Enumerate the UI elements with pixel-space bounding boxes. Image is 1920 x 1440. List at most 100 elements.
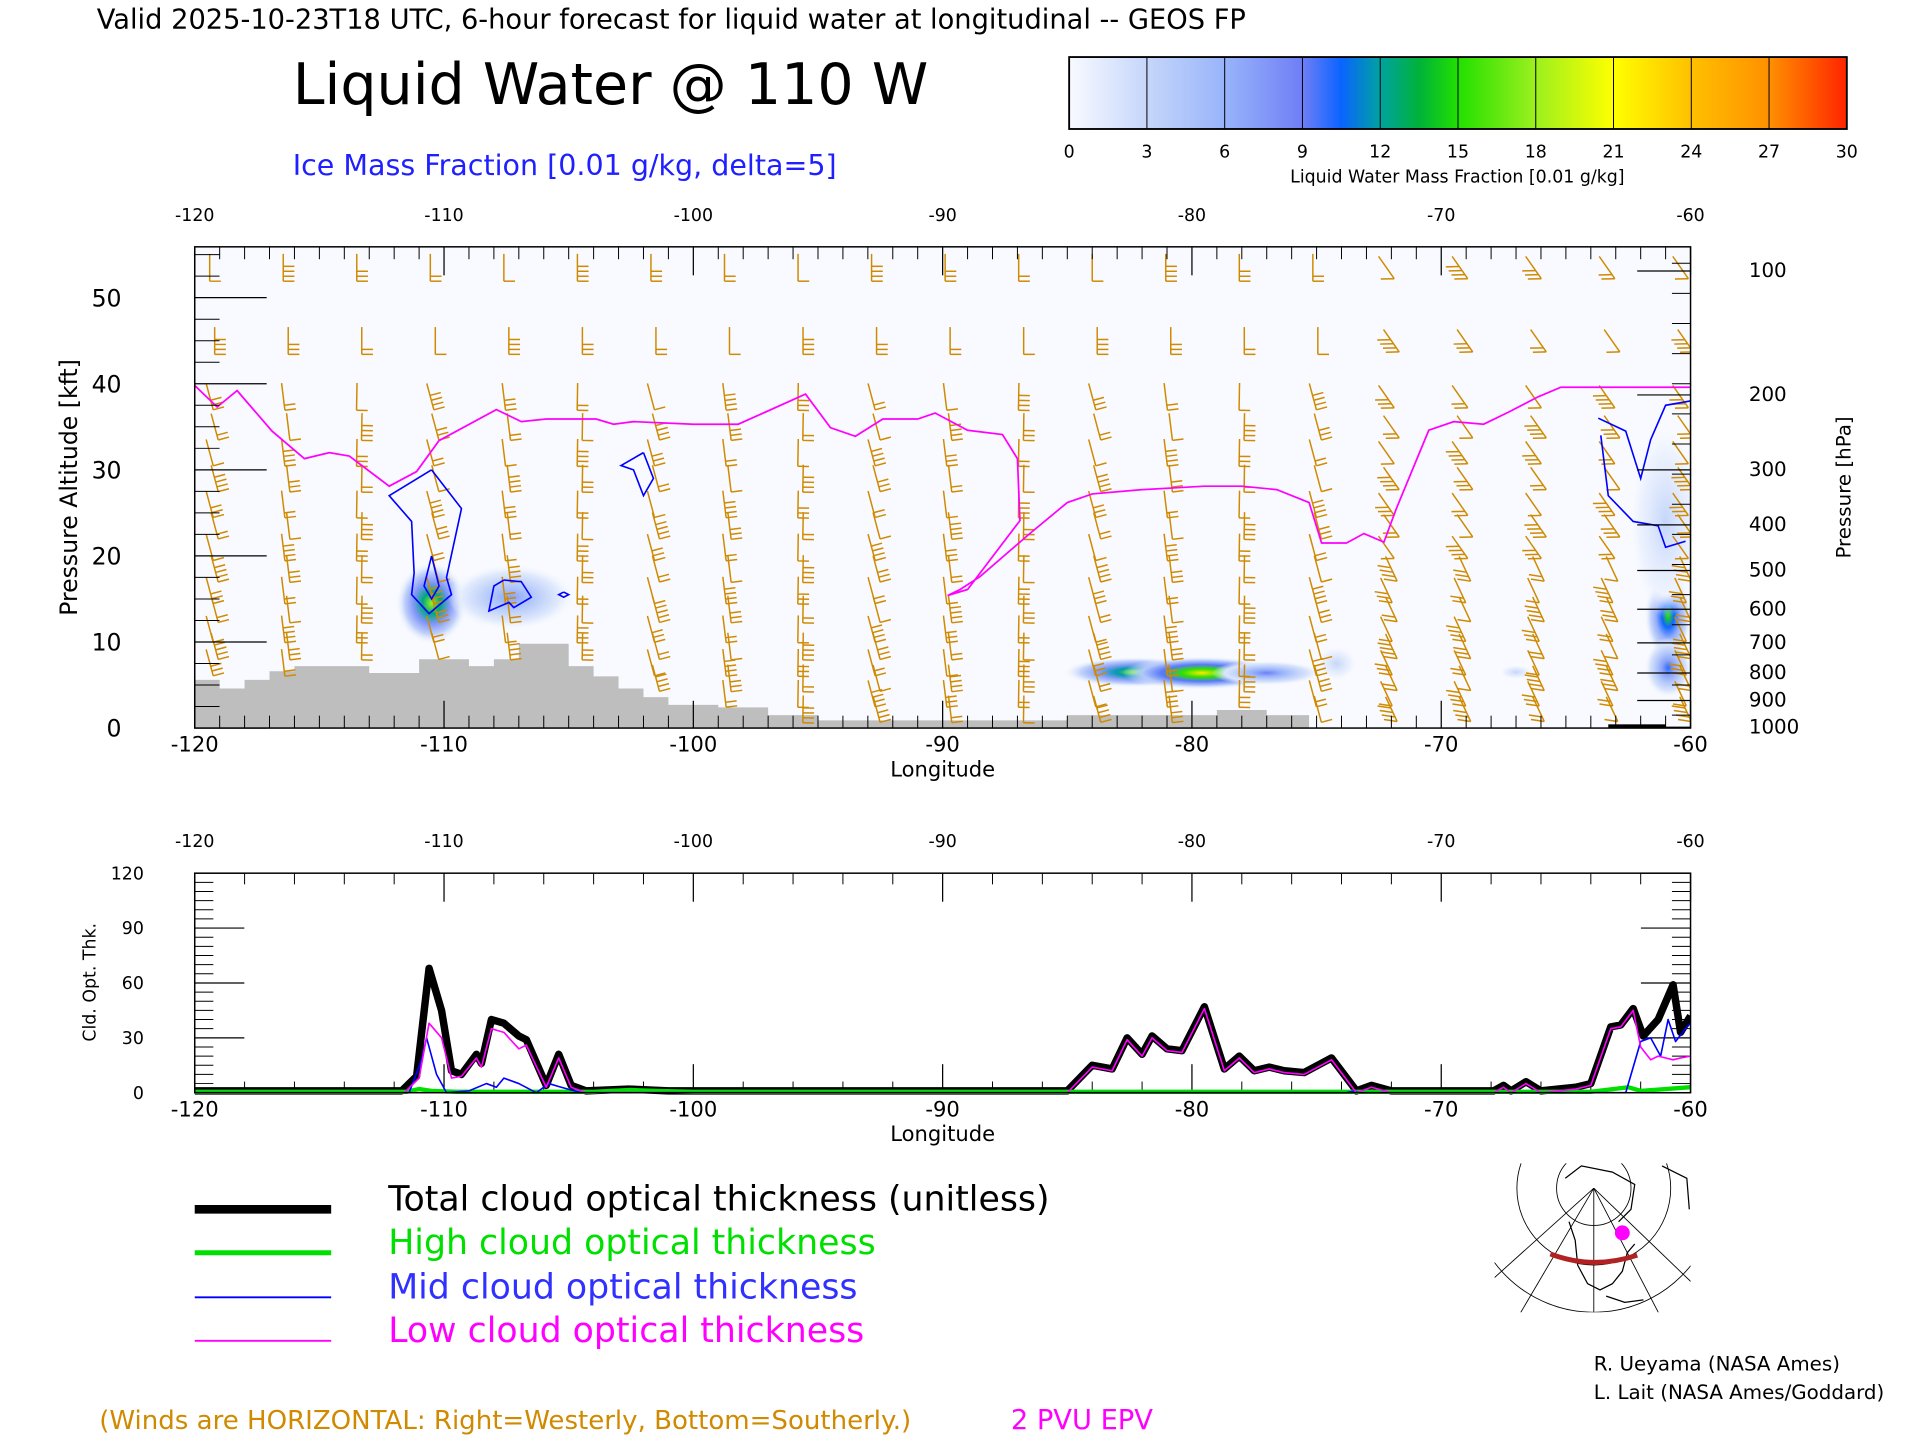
colorbar-label: Liquid Water Mass Fraction [0.01 g/kg] <box>1290 167 1624 187</box>
wind-barb-feather <box>1171 710 1183 714</box>
sub-y-axis-label: Cld. Opt. Thk. <box>81 923 101 1042</box>
wind-barb-staff <box>280 438 286 467</box>
wind-barb <box>1022 695 1035 724</box>
wind-barb-staff <box>1605 665 1619 691</box>
wind-barb-feather <box>1166 700 1178 703</box>
wind-barb-feather <box>1385 437 1400 440</box>
wind-barb-feather <box>1314 401 1327 406</box>
wind-barb-feather <box>1382 484 1397 487</box>
wind-barb-staff <box>280 649 286 677</box>
wind-barb-feather <box>1380 514 1395 517</box>
wind-barb <box>1528 556 1545 582</box>
wind-barb-feather <box>1592 502 1607 505</box>
wind-barb-feather <box>726 674 738 677</box>
wind-barb-staff <box>646 490 656 518</box>
wind-barb-staff <box>1530 466 1547 491</box>
wind-barb <box>1017 253 1030 282</box>
wind-barb-feather <box>211 667 223 672</box>
wind-barb-staff <box>1530 329 1547 353</box>
wind-barb-feather <box>1595 506 1610 509</box>
wind-barb-feather <box>945 454 957 458</box>
wind-barb <box>1313 465 1333 493</box>
wind-barb <box>872 664 892 693</box>
wind-barb-feather <box>729 527 742 531</box>
wind-barb-staff <box>1087 533 1097 561</box>
wind-barb-staff <box>1532 556 1545 582</box>
wind-barb <box>1313 512 1333 540</box>
wind-barb-feather <box>1457 618 1471 623</box>
x-tick-label: -120 <box>171 1096 219 1121</box>
wind-barb-staff <box>872 664 881 692</box>
colorbar-tick-label: 30 <box>1836 143 1858 163</box>
wind-barb <box>802 695 815 724</box>
wind-barb <box>867 490 887 519</box>
wind-barb-feather <box>509 480 521 483</box>
ice-contour <box>1597 400 1691 482</box>
wind-barb-feather <box>1166 596 1178 600</box>
wind-barb-feather <box>878 483 890 488</box>
wind-barb-staff <box>1453 616 1467 642</box>
wind-barb <box>581 632 594 661</box>
wind-barb <box>434 327 447 356</box>
x-tick-label: -60 <box>1673 1096 1707 1121</box>
wind-barb-feather <box>1453 646 1467 651</box>
colorbar-tick-label: 6 <box>1219 143 1230 163</box>
wind-barb <box>1170 327 1182 356</box>
wind-barb-feather <box>1600 678 1614 683</box>
wind-barb <box>1377 535 1395 560</box>
y-tick-label: 10 <box>92 629 122 657</box>
wind-barb-feather <box>1669 398 1683 401</box>
wind-barb <box>942 383 958 411</box>
wind-barb-feather <box>1321 687 1333 693</box>
wind-barb-feather <box>284 403 296 407</box>
wind-barb-feather <box>874 406 887 411</box>
wind-barb-feather <box>1318 426 1330 432</box>
wind-barb <box>1522 441 1542 465</box>
wind-barb-feather <box>1092 662 1105 667</box>
wind-barb-staff <box>1532 596 1545 622</box>
wind-barb-feather <box>1677 718 1691 723</box>
wind-barb <box>942 649 958 677</box>
wind-barb <box>1450 577 1467 604</box>
colorbar-tick-label: 15 <box>1447 143 1469 163</box>
wind-barb-feather <box>1674 277 1689 280</box>
wind-barb <box>1238 383 1251 412</box>
wind-barb <box>360 413 373 442</box>
wind-barb-feather <box>1602 683 1616 687</box>
liquid-water-blob <box>1316 646 1357 681</box>
wind-barb <box>872 512 892 540</box>
wind-barb-feather <box>874 638 887 643</box>
wind-barb-feather <box>653 552 665 557</box>
wind-barb <box>360 464 373 494</box>
wind-barb <box>1375 492 1395 517</box>
wind-barb-feather <box>730 615 742 619</box>
wind-barb-staff <box>1168 512 1174 540</box>
wind-barb-feather <box>951 575 963 579</box>
wind-barb <box>1456 415 1474 440</box>
wind-barb-feather <box>1097 478 1110 483</box>
wind-barb-feather <box>1380 557 1395 560</box>
wind-barb-staff <box>1308 383 1318 411</box>
wind-barb-feather <box>1450 634 1464 638</box>
wind-barb-feather <box>215 568 227 574</box>
wind-barb-feather <box>1457 655 1471 660</box>
wind-barb-staff <box>1168 632 1174 660</box>
wind-barb <box>1451 385 1469 409</box>
wind-barb <box>1313 695 1333 724</box>
wind-barb-staff <box>285 595 291 623</box>
wind-barb-feather <box>1604 578 1618 582</box>
wind-barb <box>361 327 373 356</box>
pressure-tick-label: 800 <box>1749 661 1787 684</box>
wind-barb-feather <box>1092 504 1105 509</box>
wind-barb <box>947 464 963 493</box>
wind-barb <box>1377 696 1398 723</box>
wind-barb-feather <box>1319 682 1332 688</box>
wind-barb <box>723 253 736 282</box>
wind-barb-feather <box>1382 433 1397 435</box>
wind-barb <box>1022 327 1035 356</box>
wind-barb-feather <box>288 570 300 574</box>
wind-barb-staff <box>646 649 656 677</box>
map-meridian <box>1494 1187 1595 1278</box>
sub-plot-frame <box>193 872 1692 1094</box>
wind-barb-feather <box>510 489 522 493</box>
